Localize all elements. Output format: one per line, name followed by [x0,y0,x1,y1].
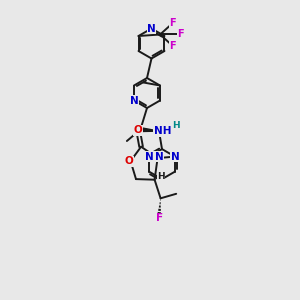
Text: H: H [172,121,179,130]
Text: N: N [130,95,138,106]
Text: F: F [169,41,176,51]
Text: F: F [155,213,163,224]
Text: N: N [155,152,164,162]
Polygon shape [140,128,159,131]
Text: H: H [158,172,165,181]
Text: F: F [177,29,184,40]
Text: N: N [145,152,153,162]
Text: NH: NH [154,126,171,136]
Text: N: N [171,152,179,162]
Text: O: O [134,125,142,135]
Text: N: N [147,23,156,34]
Text: F: F [169,18,176,28]
Text: O: O [125,156,134,166]
